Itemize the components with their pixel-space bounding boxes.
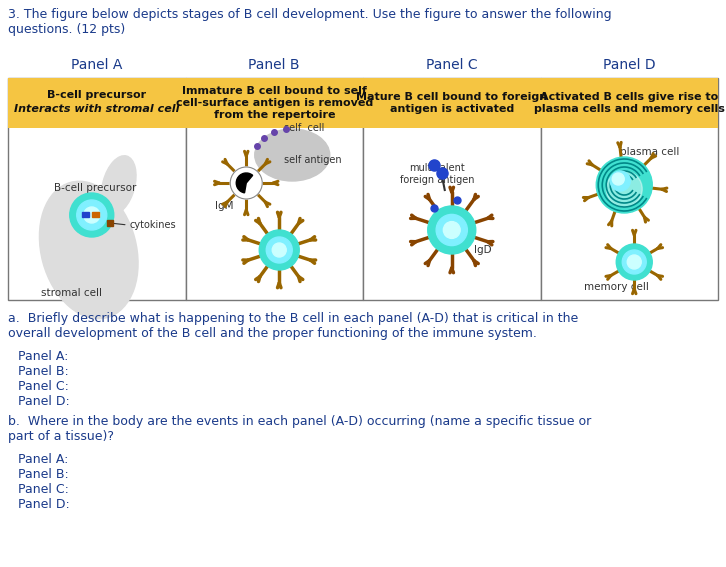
Text: Panel A: Panel A: [71, 58, 123, 72]
Text: stromal cell: stromal cell: [41, 288, 102, 298]
Bar: [8, 78, 186, 300]
Text: Panel B:: Panel B:: [18, 468, 69, 481]
Text: Panel C:: Panel C:: [18, 380, 69, 393]
Wedge shape: [236, 173, 253, 193]
Circle shape: [428, 206, 476, 254]
Circle shape: [444, 222, 460, 238]
Text: Panel C: Panel C: [426, 58, 478, 72]
Circle shape: [436, 214, 468, 246]
Text: 3. The figure below depicts stages of B cell development. Use the figure to answ: 3. The figure below depicts stages of B …: [8, 8, 611, 36]
Circle shape: [70, 193, 114, 237]
Bar: [91, 212, 99, 217]
Text: Panel B:: Panel B:: [18, 365, 69, 378]
Text: plasma cell: plasma cell: [619, 147, 679, 157]
Text: Mature B cell bound to foreign
antigen is activated: Mature B cell bound to foreign antigen i…: [356, 92, 547, 114]
Circle shape: [606, 171, 643, 207]
Text: B-cell precursor: B-cell precursor: [47, 90, 147, 100]
Circle shape: [612, 173, 624, 185]
Bar: [540, 78, 718, 300]
Text: memory cell: memory cell: [584, 282, 649, 292]
Ellipse shape: [102, 156, 136, 214]
Bar: [540, 78, 718, 128]
Circle shape: [622, 250, 646, 274]
Text: Panel B: Panel B: [248, 58, 300, 72]
Text: self  cell: self cell: [284, 123, 325, 133]
Circle shape: [83, 207, 99, 223]
Text: Immature B cell bound to self
cell-surface antigen is removed
from the repertoir: Immature B cell bound to self cell-surfa…: [176, 86, 373, 120]
Circle shape: [616, 244, 652, 280]
Text: a.  Briefly describe what is happening to the B cell in each panel (A-D) that is: a. Briefly describe what is happening to…: [8, 312, 578, 340]
Circle shape: [230, 167, 262, 199]
Text: Activated B cells give rise to
plasma cells and memory cells: Activated B cells give rise to plasma ce…: [534, 92, 725, 114]
Circle shape: [272, 243, 286, 257]
Ellipse shape: [39, 181, 138, 319]
Text: B-cell precursor: B-cell precursor: [54, 183, 136, 193]
Circle shape: [77, 200, 107, 230]
Circle shape: [266, 237, 293, 263]
Bar: [82, 212, 89, 217]
Text: IgM: IgM: [215, 201, 234, 211]
Circle shape: [596, 157, 652, 213]
Bar: [363, 78, 540, 300]
Text: b.  Where in the body are the events in each panel (A-D) occurring (name a speci: b. Where in the body are the events in e…: [8, 415, 591, 443]
Ellipse shape: [255, 129, 330, 181]
Text: multivalent
foreign antigen: multivalent foreign antigen: [399, 163, 474, 185]
Text: Panel A:: Panel A:: [18, 350, 68, 363]
Bar: [186, 78, 363, 128]
Circle shape: [611, 171, 630, 191]
Text: self antigen: self antigen: [285, 155, 342, 165]
Text: Panel D:: Panel D:: [18, 498, 70, 511]
Text: cytokines: cytokines: [130, 220, 176, 230]
Text: IgD: IgD: [474, 245, 492, 255]
Bar: [186, 78, 363, 300]
Circle shape: [259, 230, 299, 270]
Bar: [8, 78, 186, 128]
Text: Panel D: Panel D: [603, 58, 656, 72]
Bar: [363, 78, 540, 128]
Text: Panel C:: Panel C:: [18, 483, 69, 496]
Text: Panel D:: Panel D:: [18, 395, 70, 408]
Text: Interacts with stromal cell: Interacts with stromal cell: [14, 104, 179, 114]
Circle shape: [627, 255, 641, 269]
Text: Panel A:: Panel A:: [18, 453, 68, 466]
